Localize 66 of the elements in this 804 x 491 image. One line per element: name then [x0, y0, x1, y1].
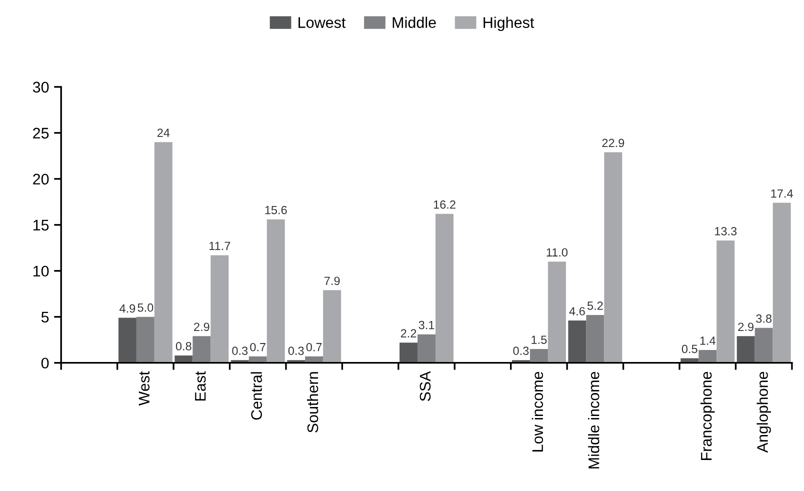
y-tick-label: 20	[33, 174, 49, 185]
legend-label: Lowest	[298, 17, 346, 28]
x-tick-label: East	[195, 371, 206, 400]
data-label: 4.9	[120, 304, 136, 313]
x-tick-label: SSA	[420, 371, 431, 402]
bar	[716, 240, 735, 363]
bar	[400, 342, 418, 363]
data-label: 5.2	[587, 302, 603, 310]
y-tick-label: 10	[33, 266, 49, 277]
data-label: 3.1	[418, 320, 434, 330]
x-tick-label: Low income	[532, 372, 544, 452]
bar	[192, 336, 211, 363]
bar	[154, 142, 172, 363]
x-tick-label: Anglophone	[756, 372, 771, 453]
bar	[530, 349, 548, 363]
bar	[323, 290, 342, 363]
y-tick-label: 5	[41, 312, 49, 323]
data-label: 0.7	[250, 342, 266, 352]
legend-label: Middle	[392, 16, 436, 28]
data-label: 3.8	[756, 314, 772, 323]
bar	[548, 262, 566, 363]
data-label: 1.4	[700, 336, 716, 345]
bar	[754, 328, 773, 363]
data-label: 1.5	[532, 336, 547, 344]
data-label: 0.8	[176, 342, 192, 350]
x-tick-label: Middle income	[588, 372, 600, 468]
data-label: 16.2	[434, 200, 456, 209]
data-label: 0.5	[682, 344, 698, 354]
data-label: 22.9	[602, 138, 624, 148]
x-tick-label: Central	[250, 372, 262, 420]
data-label: 4.6	[569, 307, 585, 316]
bar	[604, 152, 622, 363]
bar	[210, 255, 229, 363]
bar	[418, 334, 436, 363]
data-label: 7.9	[324, 276, 340, 286]
bar	[736, 336, 755, 363]
data-label: 11.7	[209, 242, 230, 250]
data-label: 2.9	[194, 322, 210, 332]
data-label: 24	[157, 128, 170, 137]
y-tick-label: 15	[33, 220, 49, 231]
data-label: 15.6	[265, 206, 287, 214]
bar	[118, 318, 136, 363]
data-label: 13.3	[715, 227, 737, 236]
data-label: 0.3	[232, 346, 248, 355]
legend-label: Highest	[484, 16, 534, 31]
y-tick-label: 0	[41, 358, 49, 369]
data-label: 11.0	[546, 248, 568, 257]
x-tick-label: Southern	[306, 372, 318, 432]
x-tick-label: West	[138, 371, 150, 406]
bar	[266, 219, 285, 363]
x-tick-label: Francophone	[700, 372, 715, 460]
bar	[772, 202, 791, 363]
data-label: 2.2	[400, 329, 416, 338]
y-tick-label: 25	[33, 128, 49, 139]
data-label: 5.0	[138, 303, 154, 312]
bar	[136, 316, 154, 363]
data-label: 2.9	[738, 322, 754, 332]
bar	[586, 315, 604, 363]
data-label: 0.3	[513, 346, 529, 355]
data-label: 0.3	[288, 346, 304, 355]
data-label: 17.4	[771, 189, 793, 198]
data-label: 0.7	[306, 342, 322, 352]
bar	[568, 320, 586, 363]
y-tick-label: 30	[32, 82, 49, 93]
bar	[436, 214, 454, 363]
bar	[698, 350, 717, 363]
